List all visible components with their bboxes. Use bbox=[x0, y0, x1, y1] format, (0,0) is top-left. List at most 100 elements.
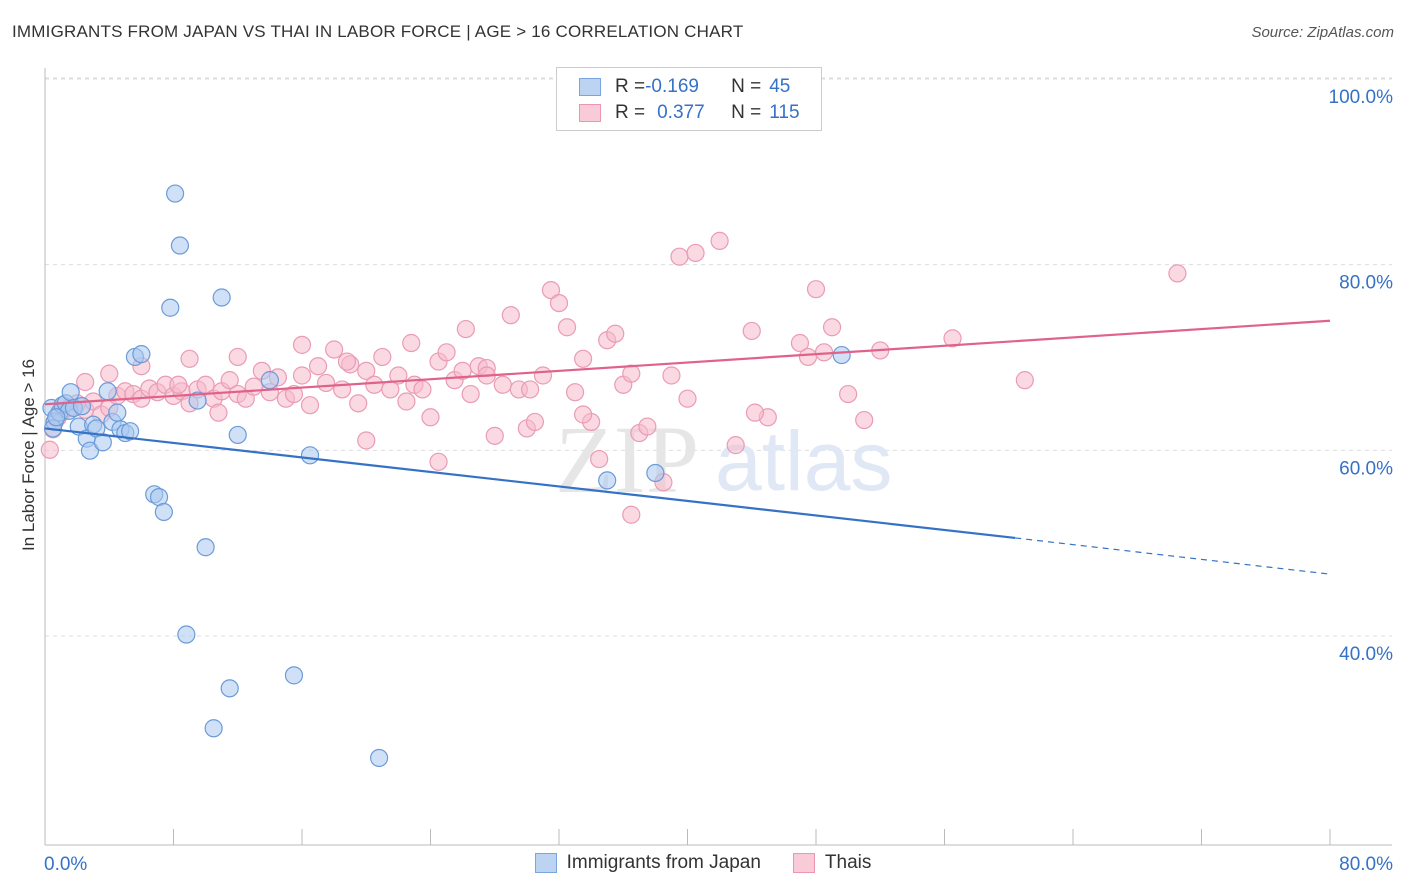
thais-point bbox=[622, 505, 641, 524]
japan-point bbox=[108, 403, 127, 422]
legend-n-label: N = bbox=[731, 76, 762, 97]
series-legend: Immigrants from Japan Thais bbox=[0, 852, 1406, 874]
japan-point bbox=[61, 383, 80, 402]
thais-point bbox=[573, 405, 593, 424]
thais-point bbox=[228, 347, 247, 367]
thais-point bbox=[76, 372, 95, 392]
thais-point bbox=[573, 349, 593, 368]
thais-point bbox=[357, 431, 376, 450]
thais-point bbox=[670, 247, 689, 266]
y-tick-label: 40.0% bbox=[1339, 644, 1393, 665]
japan-point bbox=[284, 666, 304, 685]
thais-point bbox=[325, 340, 344, 359]
legend-r-label: R = bbox=[615, 102, 646, 123]
thais-point bbox=[292, 366, 312, 385]
y-axis-label: In Labor Force | Age > 16 bbox=[19, 359, 38, 551]
japan-point bbox=[188, 391, 207, 410]
thais-point bbox=[389, 366, 408, 385]
japan-point bbox=[832, 345, 851, 365]
japan-point bbox=[80, 441, 100, 460]
x-tick-label: 80.0% bbox=[1339, 854, 1393, 875]
japan-trend-extension bbox=[1015, 537, 1331, 575]
correlation-legend: R = -0.169 N = 45 R = 0.377 N = 115 bbox=[556, 67, 822, 131]
thais-point bbox=[822, 318, 842, 337]
japan-point bbox=[212, 288, 231, 307]
thais-point bbox=[1168, 264, 1187, 283]
thais-point bbox=[284, 384, 304, 404]
japan-point bbox=[161, 298, 180, 317]
legend-n-value: 45 bbox=[769, 76, 791, 97]
thais-point bbox=[40, 440, 59, 459]
thais-points bbox=[40, 231, 1187, 524]
legend-row-thais: R = 0.377 N = 115 bbox=[579, 101, 800, 125]
gridlines bbox=[45, 77, 1392, 637]
japan-legend-label: Immigrants from Japan bbox=[566, 852, 761, 873]
thais-point bbox=[292, 335, 312, 354]
legend-row-japan: R = -0.169 N = 45 bbox=[579, 75, 790, 99]
thais-point bbox=[180, 349, 199, 368]
thais-point bbox=[726, 436, 745, 455]
thais-point bbox=[745, 403, 765, 422]
thais-point bbox=[638, 417, 657, 436]
japan-point bbox=[177, 625, 196, 644]
japan-trend-line bbox=[44, 427, 1016, 540]
legend-r-value: 0.377 bbox=[657, 102, 705, 123]
y-tick-label: 80.0% bbox=[1339, 273, 1393, 294]
thais-legend-swatch bbox=[792, 853, 815, 873]
thais-point bbox=[533, 366, 553, 385]
thais-point bbox=[493, 375, 512, 394]
thais-point bbox=[520, 380, 540, 399]
thais-point bbox=[456, 319, 475, 339]
thais-point bbox=[429, 452, 448, 471]
chart-title: IMMIGRANTS FROM JAPAN VS THAI IN LABOR F… bbox=[12, 22, 744, 41]
thais-point bbox=[549, 293, 569, 313]
thais-point bbox=[678, 389, 697, 408]
thais-point bbox=[606, 324, 625, 343]
thais-point bbox=[790, 333, 810, 353]
thais-point bbox=[365, 375, 384, 394]
japan-point bbox=[370, 748, 389, 768]
thais-point bbox=[806, 280, 826, 299]
thais-point bbox=[662, 366, 681, 385]
x-tick-label: 0.0% bbox=[44, 854, 87, 875]
thais-point bbox=[169, 375, 188, 394]
thais-point bbox=[220, 371, 239, 390]
tick-labels: 40.0% 60.0% 80.0% 100.0% 0.0% 80.0% bbox=[44, 87, 1393, 875]
japan-point bbox=[228, 425, 247, 445]
thais-point bbox=[686, 243, 705, 263]
source-label: Source: ZipAtlas.com bbox=[1251, 24, 1394, 41]
thais-point bbox=[501, 306, 520, 325]
japan-legend-swatch bbox=[534, 853, 557, 873]
thais-trend-line bbox=[44, 319, 1331, 406]
thais-point bbox=[742, 321, 761, 341]
thais-point bbox=[565, 383, 585, 402]
japan-swatch bbox=[579, 78, 601, 96]
thais-point bbox=[357, 361, 376, 380]
thais-point bbox=[349, 394, 368, 413]
thais-point bbox=[397, 392, 416, 411]
thais-swatch bbox=[579, 104, 601, 122]
thais-point bbox=[855, 410, 874, 430]
thais-point bbox=[437, 343, 456, 362]
thais-point bbox=[590, 449, 609, 469]
watermark-atlas: atlas bbox=[715, 414, 892, 508]
thais-point bbox=[710, 231, 729, 250]
thais-point bbox=[485, 426, 504, 445]
thais-point bbox=[525, 412, 545, 432]
thais-legend-label: Thais bbox=[824, 852, 872, 873]
thais-point bbox=[413, 380, 432, 399]
thais-point bbox=[943, 329, 962, 348]
japan-point bbox=[170, 236, 190, 255]
japan-point bbox=[132, 345, 151, 364]
thais-point bbox=[244, 377, 263, 396]
japan-point bbox=[204, 719, 223, 738]
thais-point bbox=[373, 347, 392, 367]
japan-point bbox=[220, 679, 239, 698]
japan-point bbox=[47, 408, 66, 427]
thais-point bbox=[541, 280, 561, 300]
thais-point bbox=[316, 373, 336, 393]
japan-point bbox=[72, 397, 92, 416]
thais-point bbox=[461, 384, 480, 404]
japan-point bbox=[598, 471, 617, 490]
